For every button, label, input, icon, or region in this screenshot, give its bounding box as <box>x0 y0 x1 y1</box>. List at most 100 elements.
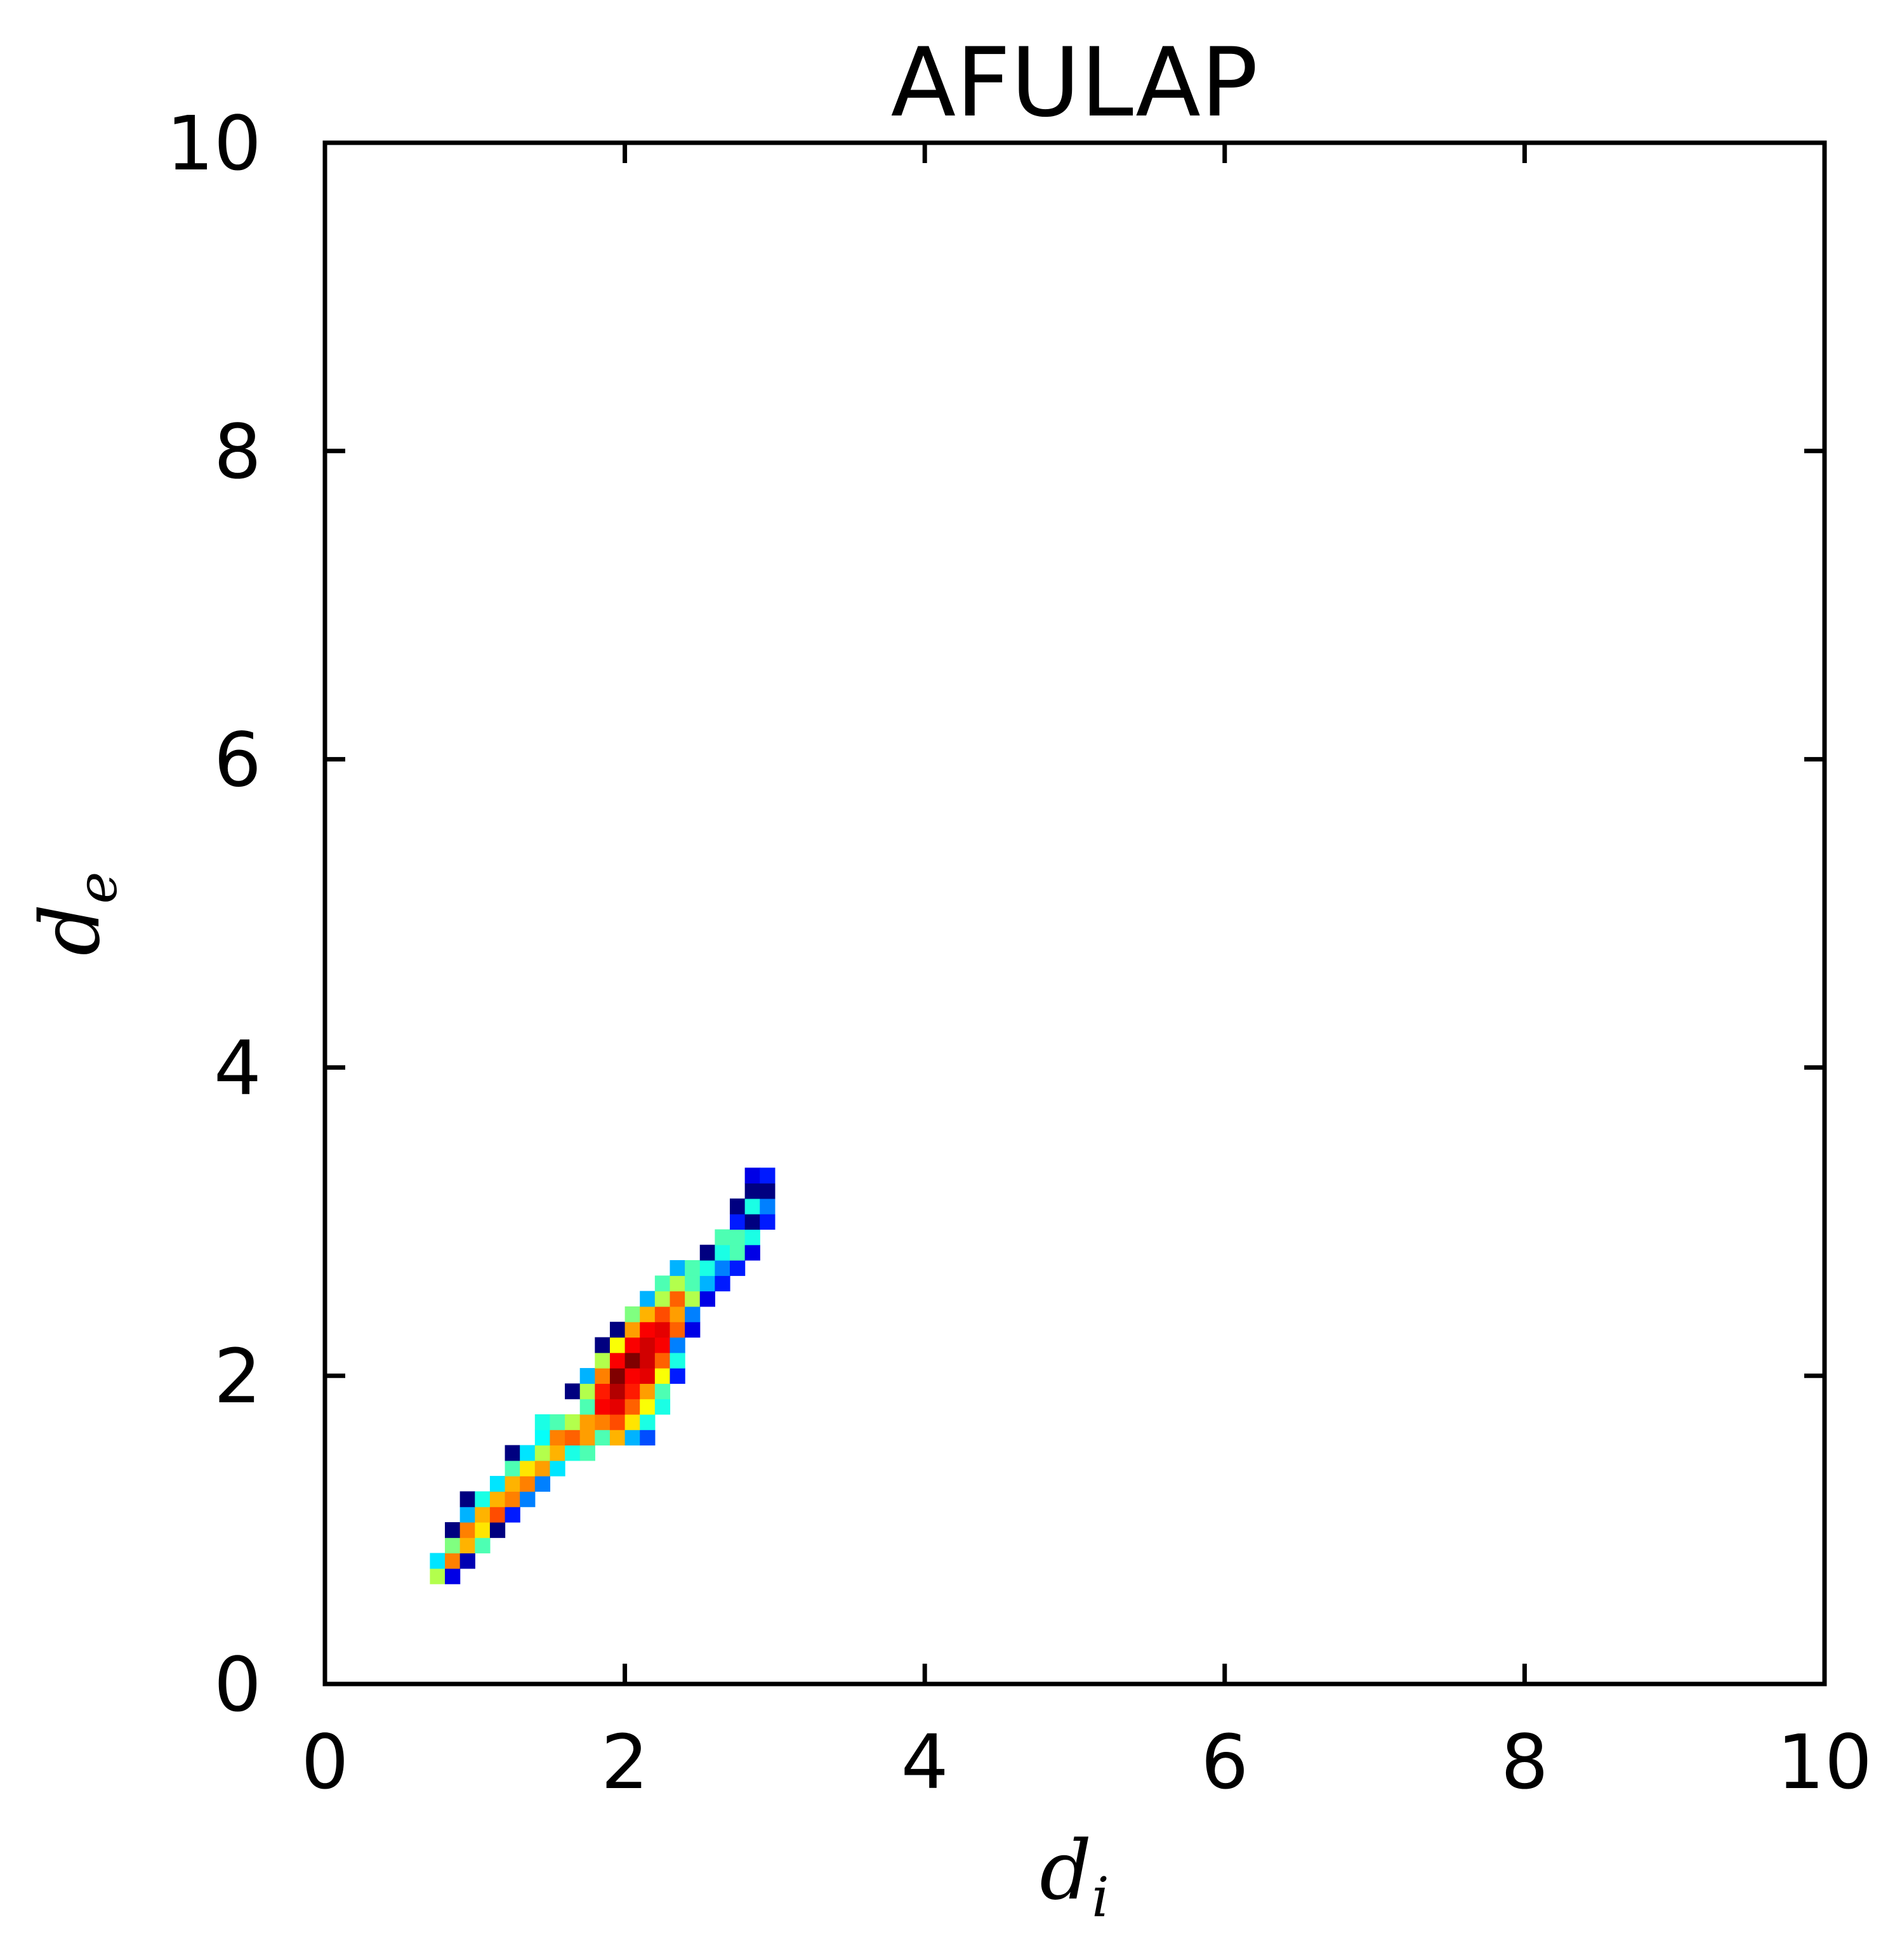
heatmap-cell <box>609 1322 626 1338</box>
x-tick-label: 4 <box>901 1718 949 1806</box>
y-axis-label: de <box>23 872 129 956</box>
heatmap-cell <box>715 1275 730 1292</box>
y-tick-label: 6 <box>214 716 261 804</box>
heatmap-cell <box>565 1430 581 1446</box>
heatmap-cell <box>744 1244 760 1261</box>
heatmap-cell <box>609 1430 626 1446</box>
heatmap-cell <box>609 1398 626 1415</box>
heatmap-cell <box>565 1414 581 1430</box>
heatmap-cell <box>640 1368 656 1384</box>
heatmap-cell <box>579 1383 595 1400</box>
heatmap-cell <box>670 1260 685 1276</box>
heatmap-cell <box>685 1260 701 1276</box>
heatmap-cell <box>760 1214 776 1230</box>
heatmap-cell <box>760 1167 776 1184</box>
heatmap-cell <box>624 1337 640 1353</box>
heatmap-cell <box>505 1476 520 1492</box>
heatmap-cell <box>624 1414 640 1430</box>
heatmap-cell <box>685 1291 701 1307</box>
x-axis-label: di <box>1040 1824 1109 1930</box>
heatmap-cell <box>670 1291 685 1307</box>
heatmap-cell <box>640 1352 656 1369</box>
heatmap-cell <box>505 1445 520 1461</box>
heatmap-cell <box>550 1414 565 1430</box>
heatmap-cell <box>744 1229 760 1246</box>
heatmap-cell <box>595 1398 611 1415</box>
heatmap-cell <box>609 1337 626 1353</box>
heatmap-cell <box>609 1352 626 1369</box>
heatmap-cell <box>520 1491 536 1508</box>
heatmap-cell <box>534 1476 551 1492</box>
heatmap-cell <box>654 1337 671 1353</box>
heatmap-cell <box>670 1337 685 1353</box>
heatmap-cell <box>534 1445 551 1461</box>
heatmap-cell <box>609 1414 626 1430</box>
heatmap-cell <box>640 1322 656 1338</box>
heatmap-cell <box>595 1337 611 1353</box>
heatmap-cell <box>654 1322 671 1338</box>
heatmap-cell <box>489 1491 506 1508</box>
y-tick-label: 10 <box>166 100 261 187</box>
axis-ticks <box>322 140 1827 1687</box>
heatmap-cell <box>760 1183 776 1199</box>
y-tick-labels: 0 2 4 6 8 10 <box>166 100 261 1728</box>
heatmap-cell <box>640 1398 656 1415</box>
heatmap-cell <box>640 1430 656 1446</box>
heatmap-cell <box>624 1368 640 1384</box>
x-tick-label: 0 <box>301 1718 348 1806</box>
heatmap-cell <box>445 1522 461 1538</box>
heatmap-cell <box>550 1430 565 1446</box>
heatmap-cell <box>595 1430 611 1446</box>
heatmap-cell <box>579 1445 595 1461</box>
heatmap-cell <box>654 1398 671 1415</box>
heatmap-cell <box>760 1198 776 1214</box>
heatmap-cell <box>715 1229 730 1246</box>
heatmap-cell <box>459 1537 475 1554</box>
heatmap-cell <box>579 1368 595 1384</box>
heatmap-cell <box>595 1368 611 1384</box>
heatmap-cell <box>670 1275 685 1292</box>
heatmap-cell <box>730 1198 746 1214</box>
heatmap-cell <box>445 1537 461 1554</box>
heatmap-cell <box>445 1553 461 1569</box>
heatmap-cell <box>445 1568 461 1584</box>
heatmap-cell <box>505 1460 520 1477</box>
x-tick-label: 8 <box>1501 1718 1548 1806</box>
heatmap-cell <box>459 1553 475 1569</box>
heatmap-cell <box>475 1537 491 1554</box>
heatmap-cell <box>624 1306 640 1322</box>
x-axis-label-base: d <box>1040 1824 1092 1918</box>
x-tick-label: 10 <box>1777 1718 1872 1806</box>
y-tick-label: 2 <box>214 1332 261 1420</box>
heatmap-cell <box>520 1460 536 1477</box>
heatmap-cell <box>475 1506 491 1523</box>
heatmap-cell <box>654 1275 671 1292</box>
heatmap-cell <box>670 1352 685 1369</box>
heatmap-cell <box>640 1306 656 1322</box>
y-axis-label-base: d <box>23 904 118 956</box>
heatmap-cell <box>595 1414 611 1430</box>
heatmap-cell <box>550 1460 565 1477</box>
heatmap-cell <box>715 1244 730 1261</box>
heatmap-cell <box>685 1306 701 1322</box>
heatmap-cell <box>654 1352 671 1369</box>
heatmap-cell <box>595 1352 611 1369</box>
heatmap-cell <box>534 1460 551 1477</box>
heatmap-cell <box>579 1430 595 1446</box>
heatmap-cell <box>624 1430 640 1446</box>
plot-frame <box>322 140 1827 1687</box>
heatmap-cell <box>520 1476 536 1492</box>
heatmap-cells <box>430 1167 776 1584</box>
heatmap-cell <box>699 1291 715 1307</box>
heatmap-cell <box>624 1322 640 1338</box>
heatmap-cell <box>699 1275 715 1292</box>
heatmap-cell <box>595 1383 611 1400</box>
heatmap-cell <box>744 1167 760 1184</box>
heatmap-cell <box>609 1383 626 1400</box>
heatmap-cell <box>624 1383 640 1400</box>
x-tick-label: 6 <box>1201 1718 1248 1806</box>
heatmap-cell <box>744 1214 760 1230</box>
x-tick-label: 2 <box>601 1718 649 1806</box>
y-tick-label: 4 <box>214 1024 261 1112</box>
